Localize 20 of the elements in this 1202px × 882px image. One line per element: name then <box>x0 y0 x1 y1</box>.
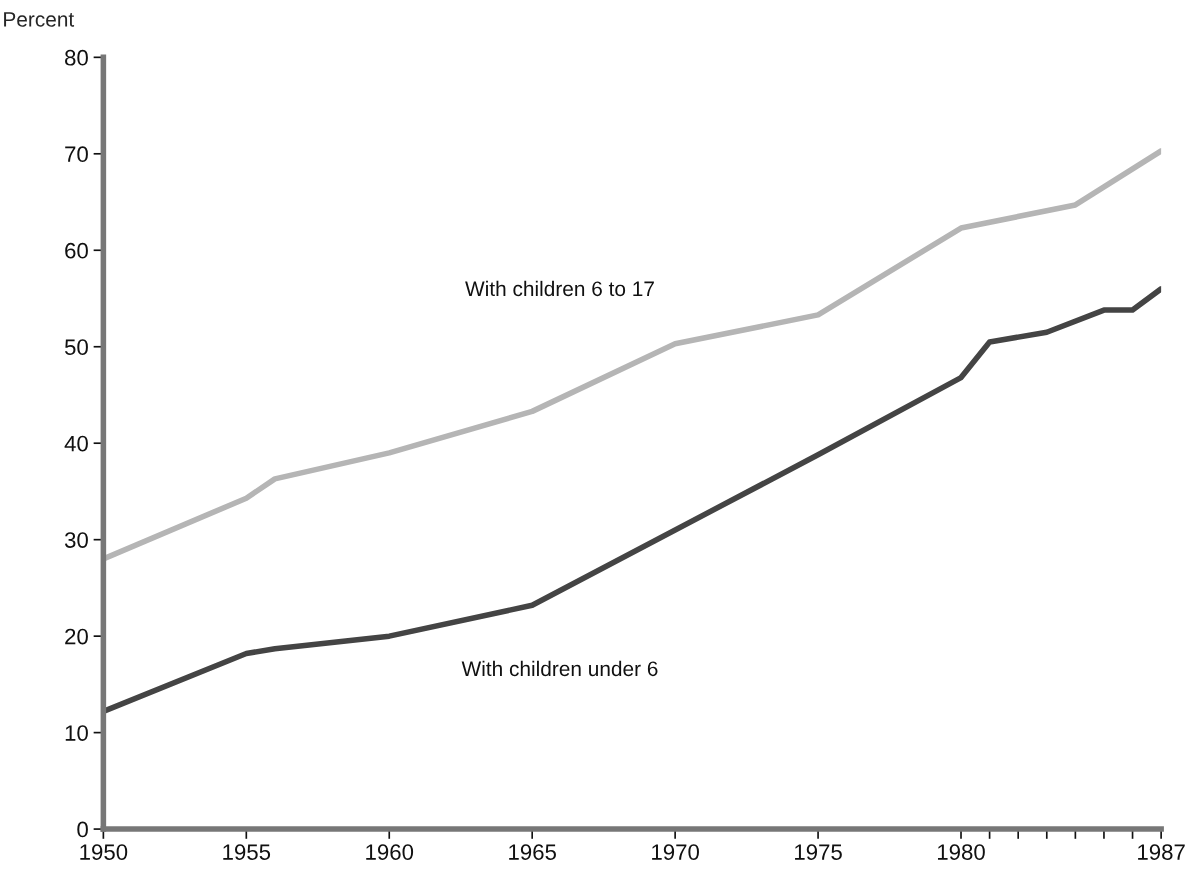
y-tick-label: 70 <box>65 146 88 163</box>
x-tick-label: 1975 <box>795 844 842 860</box>
y-axis-title: Percent <box>4 12 75 27</box>
y-tick-label: 60 <box>65 242 88 259</box>
y-tick-label: 20 <box>65 628 88 645</box>
series-label: With children under 6 <box>461 660 658 677</box>
y-tick-label: 50 <box>64 339 88 356</box>
y-tick-label: 30 <box>64 532 88 548</box>
y-tick-label: 40 <box>64 435 88 452</box>
y-tick-label: 10 <box>65 725 88 741</box>
y-tick-label: 0 <box>77 821 88 838</box>
x-tick-label: 1955 <box>223 844 271 860</box>
x-tick-label: 1980 <box>937 844 985 860</box>
x-tick-label: 1965 <box>509 844 556 860</box>
x-tick-label: 1987 <box>1138 844 1185 860</box>
x-tick-label: 1970 <box>652 844 699 860</box>
x-tick-label: 1960 <box>366 844 414 860</box>
y-tick-label: 80 <box>65 49 88 66</box>
x-tick-label: 1950 <box>80 844 128 860</box>
text: With children 6 to 17 <box>465 280 654 297</box>
